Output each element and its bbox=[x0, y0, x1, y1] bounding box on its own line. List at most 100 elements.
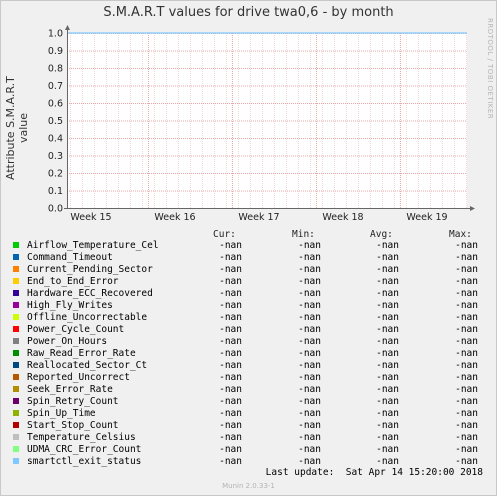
legend-value-avg: -nan bbox=[376, 348, 399, 359]
legend-series-name: Hardware_ECC_Recovered bbox=[27, 288, 153, 299]
x-tick-label: Week 19 bbox=[406, 212, 447, 223]
legend-value-max: -nan bbox=[455, 444, 478, 455]
legend-value-cur: -nan bbox=[219, 420, 242, 431]
legend-value-max: -nan bbox=[455, 300, 478, 311]
legend-row: Current_Pending_Sector -nan -nan -nan -nan bbox=[0, 264, 497, 276]
legend-value-cur: -nan bbox=[219, 240, 242, 251]
legend-series-name: High_Fly_Writes bbox=[27, 300, 113, 311]
legend-swatch bbox=[13, 362, 19, 368]
legend-value-max: -nan bbox=[455, 396, 478, 407]
legend-value-max: -nan bbox=[455, 420, 478, 431]
legend-row: Start_Stop_Count -nan -nan -nan -nan bbox=[0, 420, 497, 432]
legend-value-max: -nan bbox=[455, 408, 478, 419]
legend-value-cur: -nan bbox=[219, 384, 242, 395]
legend-header-min: Min: bbox=[292, 229, 315, 240]
legend-value-max: -nan bbox=[455, 312, 478, 323]
legend-swatch bbox=[13, 302, 19, 308]
x-tick-label: Week 17 bbox=[238, 212, 279, 223]
legend-row: smartctl_exit_status -nan -nan -nan -nan bbox=[0, 456, 497, 468]
x-tick-label: Week 16 bbox=[154, 212, 195, 223]
legend-series-name: Spin_Retry_Count bbox=[27, 396, 119, 407]
legend-value-min: -nan bbox=[298, 252, 321, 263]
legend-row: End_to_End_Error -nan -nan -nan -nan bbox=[0, 276, 497, 288]
legend-series-name: UDMA_CRC_Error_Count bbox=[27, 444, 142, 455]
legend-value-cur: -nan bbox=[219, 264, 242, 275]
legend-value-cur: -nan bbox=[219, 360, 242, 371]
legend-row: Airflow_Temperature_Cel -nan -nan -nan -nan bbox=[0, 240, 497, 252]
y-tick-label: 0.7 bbox=[48, 81, 63, 92]
legend-series-name: Reallocated_Sector_Ct bbox=[27, 360, 148, 371]
y-tick-label: 1.0 bbox=[48, 29, 63, 40]
legend-series-name: Power_Cycle_Count bbox=[27, 324, 125, 335]
legend-value-max: -nan bbox=[455, 240, 478, 251]
legend-swatch bbox=[13, 278, 19, 284]
legend-header-max: Max: bbox=[449, 229, 472, 240]
legend-row: High_Fly_Writes -nan -nan -nan -nan bbox=[0, 300, 497, 312]
y-tick-label: 0.4 bbox=[48, 134, 63, 145]
legend-value-min: -nan bbox=[298, 324, 321, 335]
legend-swatch bbox=[13, 434, 19, 440]
legend-row: Offline_Uncorrectable -nan -nan -nan -nan bbox=[0, 312, 497, 324]
legend-row: UDMA_CRC_Error_Count -nan -nan -nan -nan bbox=[0, 444, 497, 456]
legend-value-avg: -nan bbox=[376, 432, 399, 443]
legend-row: Spin_Retry_Count -nan -nan -nan -nan bbox=[0, 396, 497, 408]
legend-value-max: -nan bbox=[455, 324, 478, 335]
x-axis-arrow bbox=[470, 206, 475, 211]
legend-value-avg: -nan bbox=[376, 408, 399, 419]
legend-value-min: -nan bbox=[298, 336, 321, 347]
legend-value-cur: -nan bbox=[219, 348, 242, 359]
y-tick-label: 0.3 bbox=[48, 151, 63, 162]
legend-row: Power_On_Hours -nan -nan -nan -nan bbox=[0, 336, 497, 348]
legend-value-avg: -nan bbox=[376, 360, 399, 371]
y-tick-label: 0.9 bbox=[48, 46, 63, 57]
legend-swatch bbox=[13, 422, 19, 428]
legend-value-min: -nan bbox=[298, 264, 321, 275]
legend-row: Reported_Uncorrect -nan -nan -nan -nan bbox=[0, 372, 497, 384]
legend-series-name: Power_On_Hours bbox=[27, 336, 108, 347]
legend-value-cur: -nan bbox=[219, 252, 242, 263]
legend-value-cur: -nan bbox=[219, 324, 242, 335]
legend-swatch bbox=[13, 446, 19, 452]
legend-value-avg: -nan bbox=[376, 384, 399, 395]
legend-series-name: Current_Pending_Sector bbox=[27, 264, 153, 275]
legend-value-min: -nan bbox=[298, 444, 321, 455]
legend-value-cur: -nan bbox=[219, 444, 242, 455]
legend-series-name: Seek_Error_Rate bbox=[27, 384, 113, 395]
legend-value-min: -nan bbox=[298, 432, 321, 443]
legend-value-max: -nan bbox=[455, 264, 478, 275]
legend-row: Reallocated_Sector_Ct -nan -nan -nan -nan bbox=[0, 360, 497, 372]
legend-value-avg: -nan bbox=[376, 312, 399, 323]
legend-header-avg: Avg: bbox=[370, 229, 393, 240]
legend-row: Seek_Error_Rate -nan -nan -nan -nan bbox=[0, 384, 497, 396]
legend-swatch bbox=[13, 410, 19, 416]
legend-value-avg: -nan bbox=[376, 456, 399, 467]
legend-value-cur: -nan bbox=[219, 372, 242, 383]
legend-swatch bbox=[13, 254, 19, 260]
y-tick-label: 0.8 bbox=[48, 64, 63, 75]
x-tick-label: Week 15 bbox=[70, 212, 111, 223]
legend-swatch bbox=[13, 350, 19, 356]
legend-value-max: -nan bbox=[455, 348, 478, 359]
legend-swatch bbox=[13, 290, 19, 296]
legend-swatch bbox=[13, 326, 19, 332]
chart-title: S.M.A.R.T values for drive twa0,6 - by m… bbox=[103, 5, 394, 20]
legend-value-max: -nan bbox=[455, 276, 478, 287]
y-tick-label: 0.5 bbox=[48, 116, 63, 127]
legend-value-min: -nan bbox=[298, 384, 321, 395]
legend-value-max: -nan bbox=[455, 432, 478, 443]
legend-value-max: -nan bbox=[455, 252, 478, 263]
legend-value-cur: -nan bbox=[219, 276, 242, 287]
legend-value-avg: -nan bbox=[376, 420, 399, 431]
legend-value-max: -nan bbox=[455, 384, 478, 395]
legend-value-cur: -nan bbox=[219, 456, 242, 467]
munin-version: Munin 2.0.33-1 bbox=[222, 482, 275, 490]
legend-value-min: -nan bbox=[298, 300, 321, 311]
legend-row: Power_Cycle_Count -nan -nan -nan -nan bbox=[0, 324, 497, 336]
legend-swatch bbox=[13, 266, 19, 272]
legend-value-max: -nan bbox=[455, 456, 478, 467]
legend-series-name: Spin_Up_Time bbox=[27, 408, 96, 419]
legend-value-avg: -nan bbox=[376, 300, 399, 311]
legend-value-max: -nan bbox=[455, 288, 478, 299]
legend-series-name: Start_Stop_Count bbox=[27, 420, 119, 431]
legend-value-min: -nan bbox=[298, 420, 321, 431]
